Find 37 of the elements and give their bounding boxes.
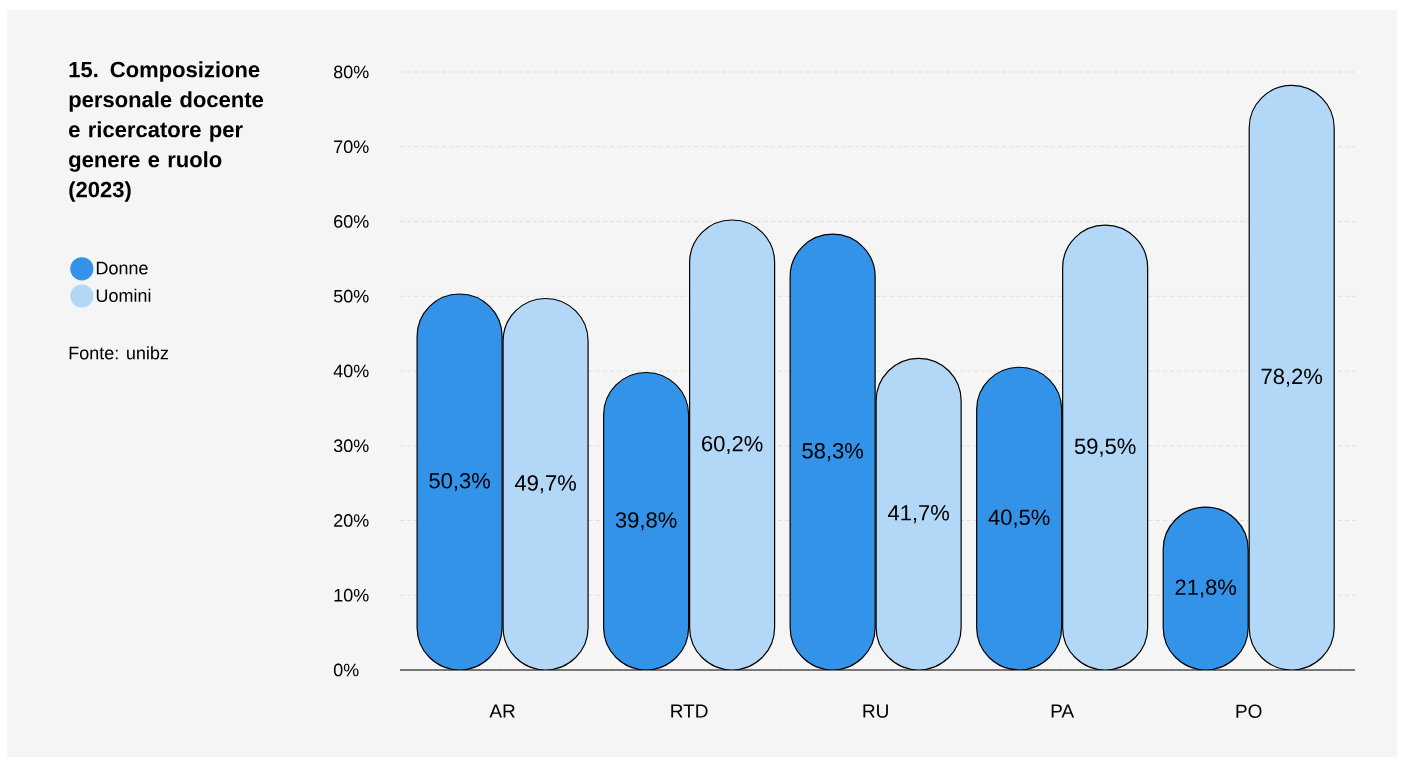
y-tick-label: 80% — [333, 65, 369, 79]
y-tick-label: 0% — [333, 663, 359, 677]
bar — [1248, 84, 1335, 670]
y-tick-label: 20% — [334, 514, 369, 527]
data-label: 78,2% — [1261, 368, 1323, 387]
data-label: 59,5% — [1074, 438, 1136, 457]
bar — [416, 293, 503, 670]
bar — [689, 219, 776, 670]
x-tick-label: RTD — [671, 704, 708, 718]
y-tick-label: 10% — [334, 588, 369, 602]
y-tick-label: 50% — [333, 289, 369, 303]
x-tick-label: RU — [863, 704, 888, 718]
data-label: 39,8% — [615, 512, 677, 531]
y-tick-label: 60% — [334, 215, 369, 228]
bar — [976, 366, 1063, 670]
bar — [1062, 224, 1149, 670]
data-label: 60,2% — [702, 435, 763, 455]
data-label: 40,5% — [988, 509, 1050, 528]
source-note: Fonte: unibz — [69, 346, 169, 360]
data-label: 21,8% — [1175, 579, 1237, 598]
x-tick-label: PA — [1051, 704, 1075, 718]
bar — [502, 297, 589, 670]
x-tick-label: PO — [1236, 704, 1262, 718]
data-label: 50,3% — [429, 472, 490, 492]
data-label: 41,7% — [887, 505, 950, 524]
data-label: 58,3% — [802, 442, 864, 462]
bar — [875, 357, 962, 670]
legend-label: Uomini — [96, 288, 151, 302]
data-label: 49,7% — [514, 475, 576, 494]
bar — [789, 233, 876, 670]
x-tick-label: AR — [489, 704, 515, 718]
y-tick-label: 40% — [333, 364, 369, 378]
text: 15. Composizione personale docente e ricercatore per genere e ruolo (2023) — [69, 61, 264, 202]
bar — [603, 371, 690, 670]
legend-label: Donne — [96, 261, 148, 275]
y-tick-label: 30% — [333, 439, 369, 453]
y-tick-label: 70% — [334, 140, 369, 154]
